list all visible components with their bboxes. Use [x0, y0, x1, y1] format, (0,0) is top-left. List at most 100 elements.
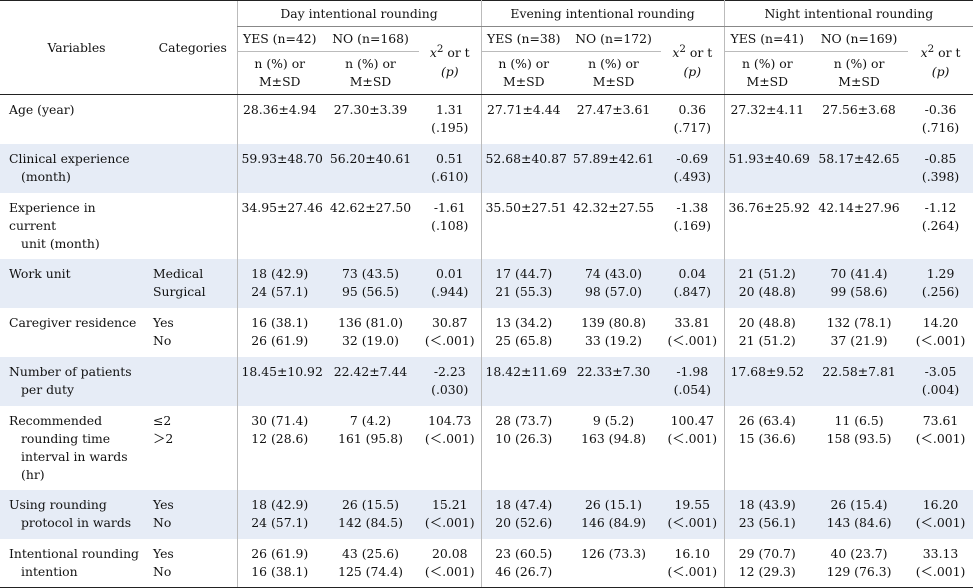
header-night-yes: YES (n=41) — [723, 26, 811, 52]
header-day-yes: YES (n=42) — [236, 26, 322, 52]
header-day-no: NO (n=168) — [322, 26, 419, 52]
value-cell: 34.95±27.46 — [236, 192, 323, 259]
value-cell: 13 (34.2) 25 (65.8) — [480, 307, 567, 357]
header-day-group: Day intentional rounding — [236, 0, 482, 27]
stat-cell: 33.13 (＜.001) — [908, 538, 973, 588]
value-cell: 17.68±9.52 — [723, 356, 811, 406]
header-evening-yes: YES (n=38) — [480, 26, 567, 52]
stat-cell: 1.31 (.195) — [431, 102, 469, 135]
variable-cell: Caregiver residence — [9, 314, 137, 330]
header-sub-evening-yes: n (%) or M±SD — [480, 51, 567, 95]
header-categories: Categories — [148, 0, 237, 95]
stat-cell: -1.98 (.054) — [673, 363, 711, 397]
stat-cell: 20.08 (＜.001) — [419, 538, 482, 588]
stat-cell: 0.04 (.847) — [673, 265, 711, 299]
value-cell: 27.30±3.39 — [333, 102, 408, 117]
value-cell: 18 (42.9) 24 (57.1) — [236, 258, 322, 308]
value-cell: 139 (80.8) 33 (19.2) — [581, 314, 646, 348]
value-cell: 42.62±27.50 — [329, 199, 412, 215]
stat-cell: 19.55 (＜.001) — [667, 496, 718, 530]
header-evening-no: NO (n=172) — [566, 26, 662, 52]
stat-cell: -3.05 (.004) — [921, 363, 960, 397]
category-cell: Yes No — [148, 538, 237, 588]
stat-cell: -1.12 (.264) — [921, 199, 960, 233]
stat-cell: 16.10 (＜.001) — [661, 538, 725, 588]
category-cell — [148, 357, 237, 406]
value-cell: 35.50±27.51 — [480, 192, 567, 259]
variable-cell: Recommended rounding time interval in ward… — [9, 412, 128, 482]
header-night-group: Night intentional rounding — [723, 0, 973, 27]
value-cell: 29 (70.7) 12 (29.3) — [723, 538, 811, 588]
value-cell: 28.36±4.94 — [236, 94, 322, 144]
value-cell: 26 (63.4) 15 (36.6) — [723, 405, 811, 490]
value-cell: 9 (5.2) 163 (94.8) — [581, 412, 646, 446]
stat-cell: -0.85 (.398) — [921, 150, 960, 184]
category-cell: Medical Surgical — [153, 265, 206, 299]
value-cell: 27.71±4.44 — [480, 94, 567, 144]
value-cell: 132 (78.1) 37 (21.9) — [826, 314, 892, 348]
value-cell: 43 (25.6) 125 (74.4) — [322, 538, 419, 588]
value-cell: 27.32±4.11 — [723, 94, 811, 144]
header-variables: Variables — [0, 0, 148, 95]
table-row: Using rounding protocol in wards Yes No 18 (… — [0, 489, 973, 539]
value-cell: 58.17±42.65 — [818, 150, 900, 166]
value-cell: 40 (23.7) 129 (76.3) — [810, 538, 909, 588]
value-cell: 20 (48.8) 21 (51.2) — [723, 307, 811, 357]
value-cell: 36.76±25.92 — [723, 192, 811, 259]
header-evening-stat: x2 or t (p) — [661, 26, 725, 95]
variable-cell: Number of patients per duty — [9, 363, 132, 397]
value-cell: 18.42±11.69 — [480, 356, 567, 406]
stat-cell: -0.69 (.493) — [673, 150, 711, 184]
variable-cell: Intentional rounding intention — [0, 538, 148, 588]
value-cell: 74 (43.0) 98 (57.0) — [585, 265, 642, 299]
value-cell: 18.45±10.92 — [236, 356, 323, 406]
stat-cell: 73.61 (＜.001) — [915, 412, 966, 446]
stat-cell: 16.20 (＜.001) — [915, 496, 966, 530]
stat-cell: 33.81 (＜.001) — [667, 314, 718, 348]
stat-cell: 0.01 (.944) — [431, 265, 469, 299]
category-cell: Yes No — [153, 496, 174, 530]
variable-cell: Age (year) — [9, 102, 75, 117]
stat-cell: 30.87 (＜.001) — [424, 314, 475, 348]
value-cell: 42.32±27.55 — [572, 199, 655, 215]
stat-cell: 100.47 (＜.001) — [667, 412, 718, 446]
value-cell: 30 (71.4) 12 (28.6) — [236, 405, 322, 490]
category-cell — [148, 95, 237, 144]
value-cell: 27.56±3.68 — [822, 102, 896, 117]
table-row: Caregiver residence Yes No 16 (38.1) 26 (61.… — [0, 307, 973, 357]
value-cell: 18 (43.9) 23 (56.1) — [723, 489, 811, 539]
value-cell: 23 (60.5) 46 (26.7) — [480, 538, 567, 588]
value-cell: 42.14±27.96 — [818, 199, 900, 215]
header-day-stat: x2 or t (p) — [419, 26, 482, 95]
variable-cell: Work unit — [9, 265, 71, 281]
value-cell: 17 (44.7) 21 (55.3) — [480, 258, 567, 308]
table-row: Experience in current unit (month) 34.95±2… — [0, 192, 973, 259]
category-cell: ≤2 ＞2 — [153, 412, 174, 446]
table-row: Work unit Medical Surgical 18 (42.9) 24 (57.… — [0, 258, 973, 308]
value-cell: 18 (47.4) 20 (52.6) — [480, 489, 567, 539]
variable-cell: Experience in current unit (month) — [9, 199, 100, 251]
value-cell: 28 (73.7) 10 (26.3) — [480, 405, 567, 490]
value-cell: 26 (15.5) 142 (84.5) — [338, 496, 403, 530]
value-cell: 22.58±7.81 — [822, 363, 896, 379]
header-night-stat: x2 or t (p) — [908, 26, 973, 95]
stat-cell: 0.51 (.610) — [431, 150, 469, 184]
variable-cell: Clinical experience (month) — [9, 150, 130, 184]
stat-cell: 0.36 (.717) — [673, 102, 711, 135]
value-cell: 52.68±40.87 — [480, 143, 567, 193]
value-cell: 59.93±48.70 — [236, 143, 323, 193]
value-cell: 16 (38.1) 26 (61.9) — [236, 307, 322, 357]
header-night-no: NO (n=169) — [810, 26, 909, 52]
value-cell: 73 (43.5) 95 (56.5) — [342, 265, 399, 299]
stat-cell: 104.73 (＜.001) — [424, 412, 475, 446]
table-row: Number of patients per duty 18.45±10.92 22.… — [0, 356, 973, 406]
header-sub-night-no: n (%) or M±SD — [810, 51, 909, 95]
value-cell: 11 (6.5) 158 (93.5) — [826, 412, 892, 446]
value-cell: 26 (15.1) 146 (84.9) — [581, 496, 646, 530]
table-row: Clinical experience (month) 59.93±48.70 56.… — [0, 143, 973, 193]
header-evening-group: Evening intentional rounding — [480, 0, 725, 27]
category-cell: Yes No — [153, 314, 174, 348]
category-cell — [148, 193, 237, 259]
value-cell: 7 (4.2) 161 (95.8) — [338, 412, 403, 446]
category-cell — [148, 144, 237, 193]
